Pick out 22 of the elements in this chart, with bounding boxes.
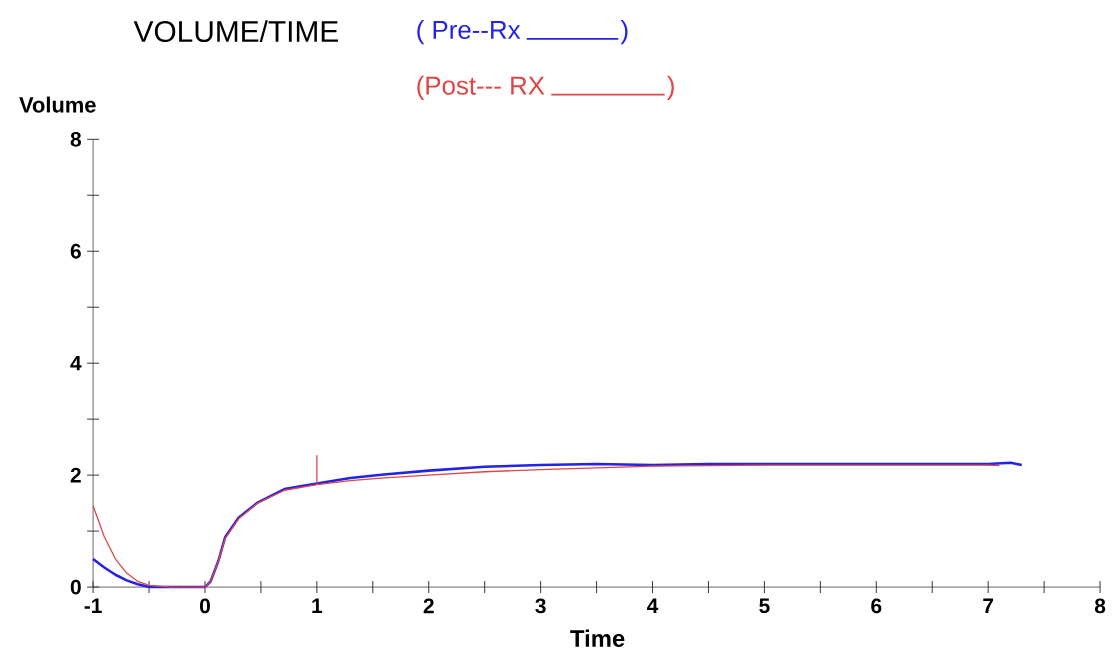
x-tick-label: 8 (1094, 598, 1106, 614)
x-axis-title: Time (570, 629, 625, 648)
legend-label: ( Pre--Rx (417, 20, 521, 45)
x-tick-label: 0 (200, 598, 210, 614)
x-tick-label: 4 (647, 598, 659, 614)
y-tick-label: 6 (70, 244, 81, 259)
y-tick-label: 8 (70, 132, 81, 147)
chart-title: VOLUME/TIME (133, 20, 338, 43)
x-tick-label: 1 (312, 598, 323, 614)
x-tick-label: 6 (871, 598, 882, 614)
text: ) (620, 20, 628, 45)
y-tick-label: 0 (70, 579, 81, 595)
y-tick-label: 4 (70, 356, 82, 371)
x-tick-label: 5 (759, 598, 770, 614)
x-tick-label: 2 (423, 598, 434, 614)
y-tick-label: 2 (70, 467, 81, 483)
x-tick-label: 3 (535, 598, 546, 614)
x-tick-label: 7 (983, 598, 994, 614)
text: ) (667, 75, 674, 101)
x-tick-label: -1 (84, 598, 102, 614)
y-axis-title: Volume (19, 96, 96, 113)
legend-label: (Post--- RX (417, 75, 545, 101)
